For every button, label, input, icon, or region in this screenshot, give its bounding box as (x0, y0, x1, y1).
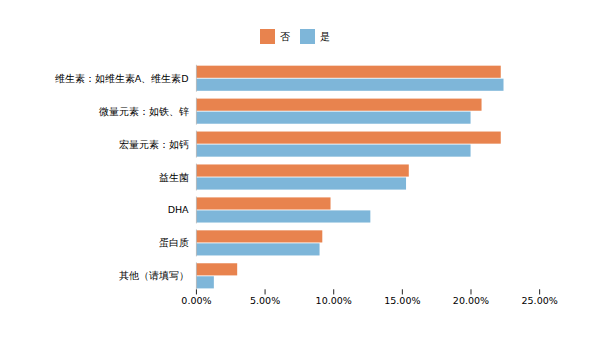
svg-text:25.00%: 25.00% (521, 295, 557, 306)
html-text:否: 否 (280, 29, 290, 43)
svg-text:维生素：如维生素A、维生素D: 维生素：如维生素A、维生素D (55, 73, 189, 84)
svg-text:20.00%: 20.00% (453, 295, 489, 306)
svg-text:宏量元素：如钙: 宏量元素：如钙 (119, 139, 189, 150)
svg-text:DHA: DHA (168, 204, 189, 215)
svg-text:其他（请填写）: 其他（请填写） (119, 270, 189, 281)
svg-text:蛋白质: 蛋白质 (159, 237, 189, 248)
svg-text:15.00%: 15.00% (384, 295, 420, 306)
svg-text:微量元素：如铁、锌: 微量元素：如铁、锌 (99, 106, 189, 117)
svg-text:0.00%: 0.00% (181, 295, 211, 306)
svg-text:5.00%: 5.00% (250, 295, 280, 306)
svg-text:10.00%: 10.00% (316, 295, 352, 306)
svg-text:益生菌: 益生菌 (159, 172, 189, 183)
html-text:是: 是 (320, 29, 330, 43)
